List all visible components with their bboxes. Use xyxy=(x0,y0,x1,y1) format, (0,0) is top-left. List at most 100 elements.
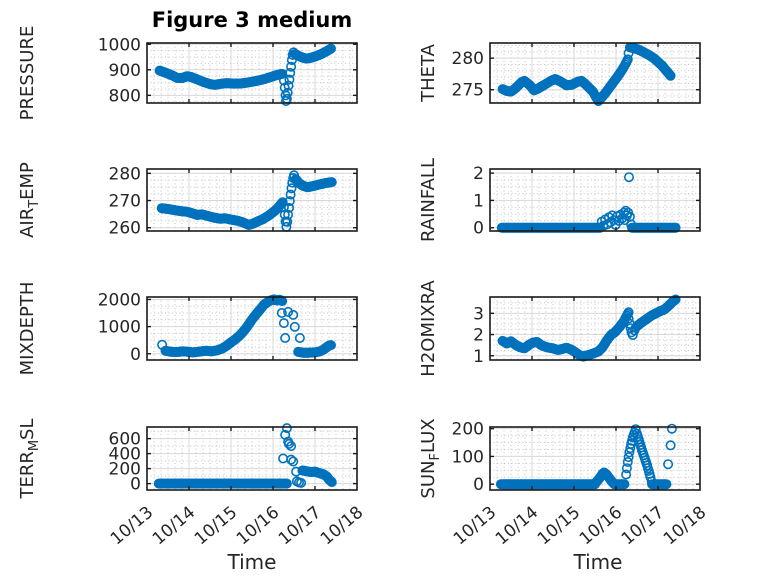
axes-box xyxy=(146,296,358,361)
y-axis-label: TERRMSL xyxy=(17,418,42,499)
data-series xyxy=(156,170,337,232)
data-point xyxy=(288,309,299,320)
data-point xyxy=(278,453,289,464)
data-point xyxy=(623,307,634,318)
y-tick-label: 200 xyxy=(109,460,141,480)
data-point xyxy=(621,469,632,480)
data-point xyxy=(325,43,336,54)
y-tick-label: 0 xyxy=(130,345,141,365)
minor-grid xyxy=(490,169,700,231)
data-point xyxy=(665,70,676,81)
y-tick-label: 0 xyxy=(473,475,484,495)
data-point xyxy=(276,307,287,318)
y-tick-label: 260 xyxy=(109,219,141,239)
x-tick-label: 10/15 xyxy=(191,503,241,550)
y-axis-label: H2OMIXRA xyxy=(418,280,439,377)
y-tick-label: 280 xyxy=(452,49,484,69)
data-point xyxy=(621,463,632,474)
major-grid xyxy=(490,169,700,231)
minor-grid xyxy=(147,427,357,490)
data-point xyxy=(283,438,294,449)
data-series xyxy=(496,172,681,233)
data-point xyxy=(666,423,677,434)
data-point xyxy=(278,318,289,329)
tick-marks xyxy=(147,297,357,360)
data-point xyxy=(623,172,634,183)
data-point xyxy=(281,423,292,434)
data-series xyxy=(495,423,677,490)
y-tick-label: 0 xyxy=(473,219,484,239)
y-tick-label: 2 xyxy=(473,326,484,346)
x-tick-label: 10/14 xyxy=(149,503,199,550)
y-tick-label: 2000 xyxy=(98,290,141,310)
subplot-THETA: 275 280 THETA xyxy=(418,42,701,107)
subplot-RAINFALL: 0 1 2 RAINFALL xyxy=(418,158,701,242)
data-point xyxy=(283,306,294,317)
y-axis-label: MIXDEPTH xyxy=(17,282,38,376)
y-tick-label: 2 xyxy=(473,164,484,184)
data-point xyxy=(280,332,291,343)
x-tick-label: 10/17 xyxy=(618,503,668,550)
tick-marks xyxy=(490,43,700,103)
tick-marks xyxy=(490,297,700,360)
data-point xyxy=(286,61,297,72)
y-tick-label: 1000 xyxy=(98,35,141,55)
data-point xyxy=(282,216,293,227)
axes-box xyxy=(489,426,701,491)
data-point xyxy=(283,202,294,213)
data-point xyxy=(623,452,634,463)
data-point xyxy=(289,321,300,332)
x-tick-label: 10/16 xyxy=(576,503,626,550)
data-point xyxy=(283,209,294,220)
data-point xyxy=(622,54,633,65)
y-tick-label: 3 xyxy=(473,304,484,324)
y-tick-label: 800 xyxy=(109,86,141,106)
y-tick-label: 1000 xyxy=(98,318,141,338)
data-point xyxy=(670,222,681,233)
data-point xyxy=(283,80,294,91)
data-point xyxy=(284,74,295,85)
tick-marks xyxy=(147,169,357,231)
data-point xyxy=(296,477,307,488)
subplot-MIXDEPTH: 0 1000 2000 MIXDEPTH xyxy=(17,282,358,376)
data-series xyxy=(497,294,681,362)
x-tick-label: 10/17 xyxy=(275,503,325,550)
axes-box xyxy=(146,42,358,104)
data-point xyxy=(326,477,337,488)
y-tick-label: 400 xyxy=(109,445,141,465)
subplot-AIR_TEMP: 260 270 280 AIRTEMP xyxy=(17,162,358,239)
data-point xyxy=(282,87,293,98)
y-axis-label: SUNFLUX xyxy=(418,418,443,498)
x-tick-label: 10/16 xyxy=(233,503,283,550)
axes-box xyxy=(146,426,358,491)
x-tick-label: 10/18 xyxy=(660,503,710,550)
data-point xyxy=(286,183,297,194)
data-series xyxy=(497,42,676,107)
y-axis-label: THETA xyxy=(418,43,439,103)
y-tick-label: 200 xyxy=(452,420,484,440)
data-point xyxy=(286,441,297,452)
data-point xyxy=(277,197,288,208)
y-tick-label: 100 xyxy=(452,447,484,467)
x-tick-label: 10/15 xyxy=(534,503,584,550)
data-series xyxy=(153,423,337,489)
x-tick-label: 10/13 xyxy=(107,503,157,550)
data-point xyxy=(281,478,292,489)
y-tick-label: 0 xyxy=(130,475,141,495)
axes-box xyxy=(489,42,701,104)
data-series xyxy=(154,43,336,107)
data-point xyxy=(670,294,681,305)
tick-marks xyxy=(147,43,357,103)
data-point xyxy=(663,459,674,470)
subplot-H2OMIXRA: 123 H2OMIXRA xyxy=(418,280,701,377)
y-tick-label: 600 xyxy=(109,430,141,450)
tick-marks xyxy=(490,169,700,231)
data-point xyxy=(663,68,674,79)
data-point xyxy=(285,189,296,200)
y-tick-label: 1 xyxy=(473,191,484,211)
data-point xyxy=(285,67,296,78)
